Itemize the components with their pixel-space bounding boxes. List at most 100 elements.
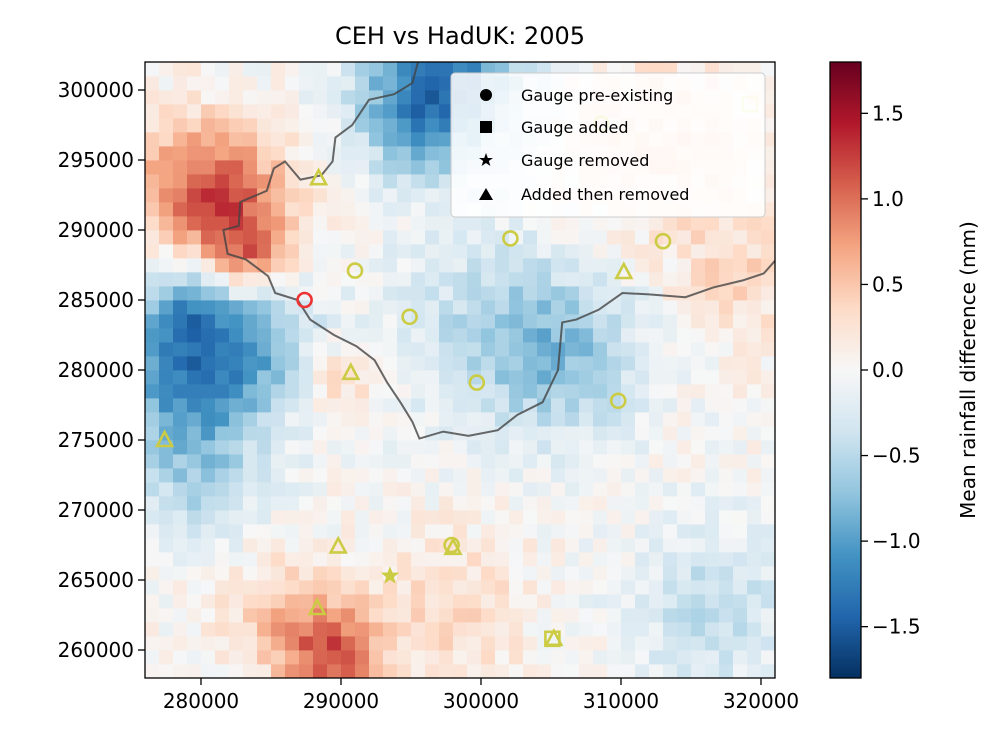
heatmap-cell [579, 384, 594, 399]
heatmap-cell [187, 230, 202, 245]
heatmap-cell [145, 622, 160, 637]
heatmap-cell [215, 636, 230, 651]
heatmap-cell [327, 440, 342, 455]
heatmap-cell [467, 356, 482, 371]
heatmap-cell [159, 174, 174, 189]
heatmap-cell [481, 496, 496, 511]
heatmap-cell [215, 328, 230, 343]
heatmap-cell [453, 552, 468, 567]
heatmap-cell [341, 300, 356, 315]
heatmap-cell [145, 216, 160, 231]
heatmap-cell [495, 524, 510, 539]
heatmap-cell [201, 650, 216, 665]
heatmap-cell [327, 580, 342, 595]
heatmap-cell [761, 468, 775, 483]
heatmap-cell [439, 622, 454, 637]
heatmap-cell [411, 496, 426, 511]
heatmap-cell [551, 440, 566, 455]
heatmap-cell [425, 440, 440, 455]
heatmap-cell [355, 76, 370, 91]
heatmap-cell [565, 216, 580, 231]
heatmap-cell [355, 356, 370, 371]
heatmap-cell [467, 580, 482, 595]
heatmap-cell [649, 258, 664, 273]
heatmap-cell [481, 482, 496, 497]
heatmap-cell [369, 650, 384, 665]
colorbar-ticks: −1.5−1.0−0.50.00.51.01.5 [861, 101, 921, 639]
heatmap-cell [551, 328, 566, 343]
heatmap-cell [593, 426, 608, 441]
heatmap-cell [411, 538, 426, 553]
heatmap-cell [313, 510, 328, 525]
heatmap-cell [481, 426, 496, 441]
heatmap-cell [523, 482, 538, 497]
heatmap-cell [593, 272, 608, 287]
heatmap-cell [551, 244, 566, 259]
heatmap-cell [229, 356, 244, 371]
heatmap-cell [425, 538, 440, 553]
heatmap-cell [299, 244, 314, 259]
heatmap-cell [257, 636, 272, 651]
heatmap-cell [327, 552, 342, 567]
heatmap-cell [677, 636, 692, 651]
heatmap-cell [481, 608, 496, 623]
heatmap-cell [187, 328, 202, 343]
heatmap-cell [257, 342, 272, 357]
heatmap-cell [299, 90, 314, 105]
heatmap-cell [187, 496, 202, 511]
heatmap-cell [299, 412, 314, 427]
heatmap-cell [173, 440, 188, 455]
heatmap-cell [705, 608, 720, 623]
heatmap-cell [467, 286, 482, 301]
heatmap-cell [355, 216, 370, 231]
heatmap-cell [635, 230, 650, 245]
heatmap-cell [523, 440, 538, 455]
heatmap-cell [229, 132, 244, 147]
heatmap-cell [229, 608, 244, 623]
heatmap-cell [341, 496, 356, 511]
heatmap-cell [705, 636, 720, 651]
heatmap-cell [677, 580, 692, 595]
heatmap-cell [481, 300, 496, 315]
heatmap-cell [523, 314, 538, 329]
heatmap-cell [313, 76, 328, 91]
heatmap-cell [397, 62, 412, 77]
heatmap-cell [369, 272, 384, 287]
heatmap-cell [593, 314, 608, 329]
heatmap-cell [453, 356, 468, 371]
heatmap-cell [495, 314, 510, 329]
heatmap-cell [383, 482, 398, 497]
heatmap-cell [355, 174, 370, 189]
heatmap-cell [551, 650, 566, 665]
heatmap-cell [551, 216, 566, 231]
heatmap-cell [397, 426, 412, 441]
heatmap-cell [355, 146, 370, 161]
heatmap-cell [495, 412, 510, 427]
heatmap-cell [565, 272, 580, 287]
heatmap-cell [173, 580, 188, 595]
heatmap-cell [663, 342, 678, 357]
heatmap-cell [257, 300, 272, 315]
heatmap-cell [397, 468, 412, 483]
heatmap-cell [369, 300, 384, 315]
heatmap-cell [383, 440, 398, 455]
heatmap-cell [159, 118, 174, 133]
heatmap-cell [565, 482, 580, 497]
heatmap-cell [537, 286, 552, 301]
heatmap-cell [411, 244, 426, 259]
heatmap-cell [327, 258, 342, 273]
heatmap-cell [369, 468, 384, 483]
heatmap-cell [677, 594, 692, 609]
heatmap-cell [145, 118, 160, 133]
heatmap-cell [145, 384, 160, 399]
heatmap-cell [747, 622, 762, 637]
heatmap-cell [173, 426, 188, 441]
heatmap-cell [691, 216, 706, 231]
heatmap-cell [187, 104, 202, 119]
heatmap-cell [565, 608, 580, 623]
heatmap-cell [565, 426, 580, 441]
heatmap-cell [761, 440, 775, 455]
heatmap-cell [439, 440, 454, 455]
heatmap-cell [537, 454, 552, 469]
heatmap-cell [341, 132, 356, 147]
